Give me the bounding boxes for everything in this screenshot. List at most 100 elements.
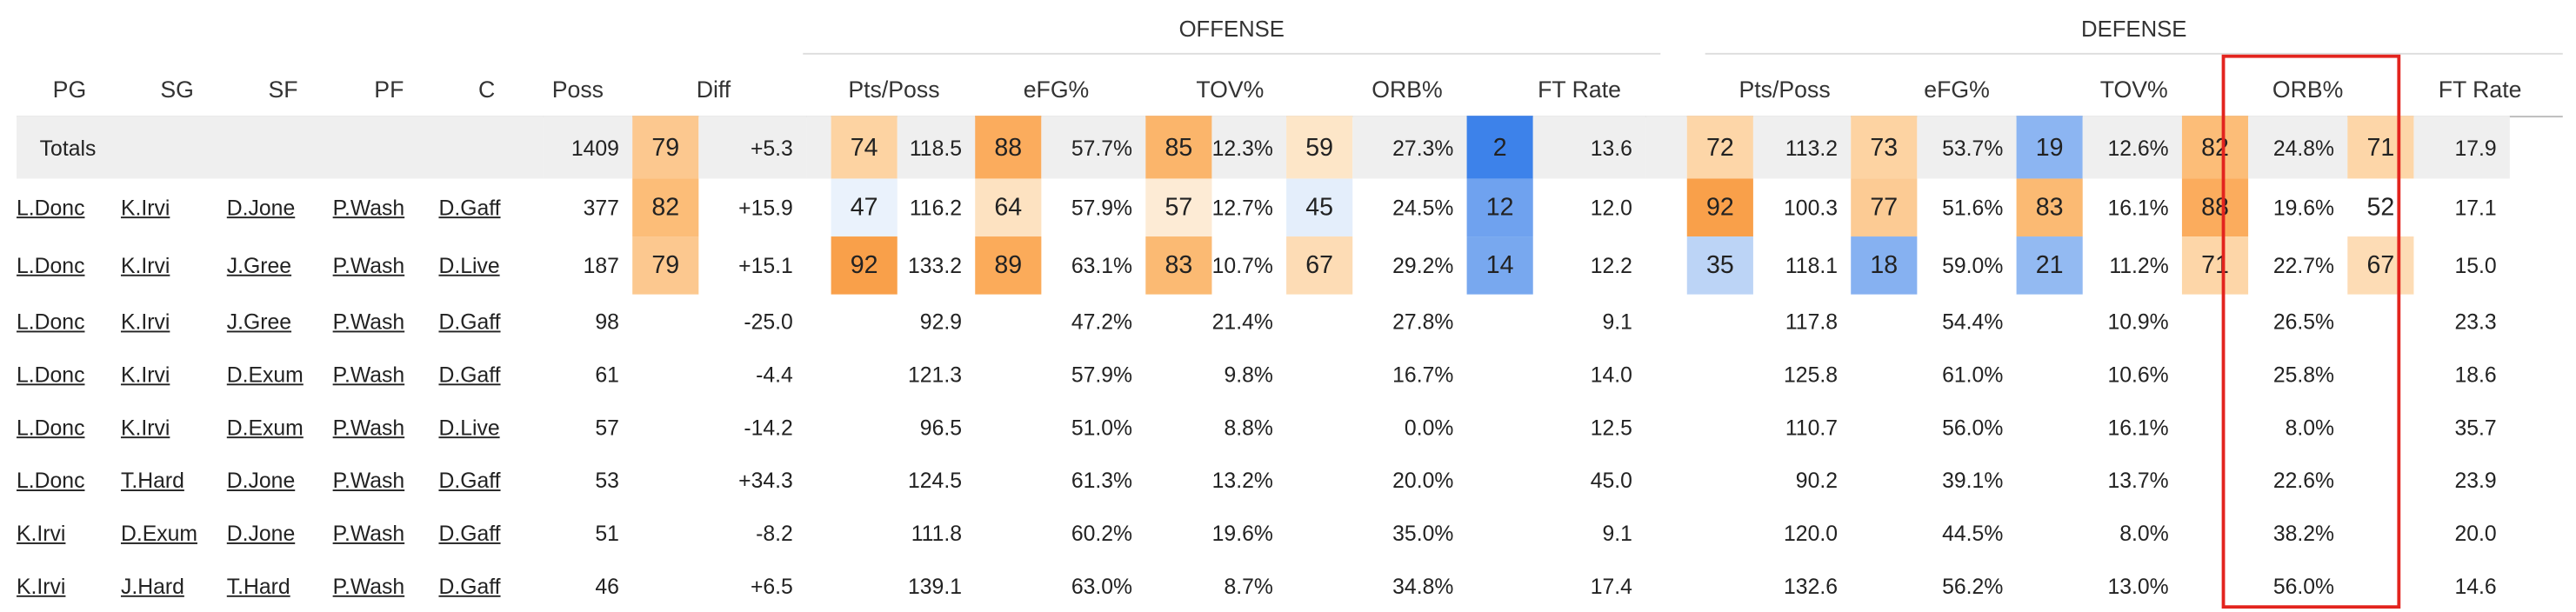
def-tov-percentile: 19	[2016, 116, 2083, 179]
player-pf-link[interactable]: P.Wash	[332, 573, 405, 598]
player-c-link[interactable]: D.Gaff	[438, 520, 501, 545]
player-pf-link[interactable]: P.Wash	[332, 520, 405, 545]
player-pg-link[interactable]: L.Donc	[17, 308, 85, 334]
def-pts-poss-value: 117.8	[1785, 308, 1838, 334]
off-efg-value: 57.7%	[1041, 116, 1146, 179]
player-sf-link[interactable]: D.Exum	[226, 414, 304, 440]
off-ft-rate-value: 9.1	[1602, 520, 1632, 545]
player-c-link[interactable]: D.Live	[438, 414, 500, 440]
header-pg: PG	[52, 76, 87, 103]
player-pg-link[interactable]: K.Irvi	[17, 573, 66, 598]
player-pf-link[interactable]: P.Wash	[332, 308, 405, 334]
off-pts-poss-percentile	[831, 559, 898, 612]
player-pf-link[interactable]: P.Wash	[332, 253, 405, 278]
diff-percentile	[632, 400, 698, 453]
player-sf-link[interactable]: D.Jone	[226, 195, 296, 221]
header-poss: Poss	[551, 76, 604, 103]
player-pf-link[interactable]: P.Wash	[332, 467, 405, 492]
off-ft-rate-percentile	[1467, 400, 1533, 453]
def-pts-poss-percentile: 72	[1686, 116, 1753, 179]
off-tov-value: 21.4%	[1211, 308, 1273, 334]
off-efg-percentile	[975, 348, 1041, 401]
off-efg-percentile: 89	[975, 236, 1042, 295]
diff-percentile: 79	[632, 116, 699, 179]
player-sf-link[interactable]: J.Gree	[226, 308, 292, 334]
off-orb-value: 20.0%	[1392, 467, 1454, 492]
off-tov-percentile	[1145, 400, 1211, 453]
def-ft-rate-value: 23.9	[2454, 467, 2497, 492]
def-pts-poss-value: 110.7	[1785, 414, 1838, 440]
player-sg-link[interactable]: T.Hard	[120, 467, 184, 492]
player-pg-link[interactable]: L.Donc	[17, 195, 85, 221]
player-c-link[interactable]: D.Live	[438, 253, 500, 278]
column-gap	[1645, 178, 1687, 236]
lineup-row: L.Donc K.Irvi D.Exum P.Wash D.Gaff 61 -4.4 121.…	[17, 348, 2510, 401]
def-ft-rate-value: 17.1	[2454, 195, 2497, 221]
off-orb-value: 0.0%	[1404, 414, 1454, 440]
off-tov-percentile	[1145, 559, 1211, 612]
off-pts-poss-percentile	[831, 453, 898, 506]
header-def-ft-rate: FT Rate	[2438, 76, 2522, 103]
player-sg-link[interactable]: K.Irvi	[120, 253, 170, 278]
def-tov-percentile: 21	[2016, 236, 2083, 295]
player-sf-link[interactable]: T.Hard	[226, 573, 290, 598]
off-ft-rate-value: 12.2	[1590, 253, 1632, 278]
column-gap	[1645, 295, 1687, 348]
def-efg-value: 54.4%	[1942, 308, 2004, 334]
off-tov-percentile	[1145, 348, 1211, 401]
player-sf-link[interactable]: J.Gree	[226, 253, 292, 278]
player-sg-cell: K.Irvi	[121, 295, 227, 348]
player-sg-link[interactable]: K.Irvi	[120, 195, 170, 221]
def-tov-value: 11.2%	[2109, 253, 2169, 278]
def-efg-percentile	[1851, 295, 1917, 348]
player-c-link[interactable]: D.Gaff	[438, 573, 501, 598]
off-tov-value: 8.8%	[1224, 414, 1273, 440]
player-sf-cell: J.Gree	[227, 295, 333, 348]
column-gap	[806, 116, 831, 179]
def-ft-rate-percentile: 52	[2347, 178, 2414, 237]
player-pg-cell: L.Donc	[17, 236, 121, 295]
player-pg-link[interactable]: K.Irvi	[17, 520, 66, 545]
off-ft-rate-percentile	[1467, 348, 1533, 401]
player-c-link[interactable]: D.Gaff	[438, 308, 501, 334]
player-c-link[interactable]: D.Gaff	[438, 467, 501, 492]
column-gap	[1645, 506, 1687, 559]
column-gap	[806, 400, 831, 453]
off-pts-poss-percentile: 74	[831, 116, 898, 179]
off-efg-value: 63.1%	[1071, 253, 1133, 278]
player-sg-link[interactable]: K.Irvi	[120, 308, 170, 334]
off-orb-percentile: 59	[1286, 116, 1353, 179]
player-sg-link[interactable]: D.Exum	[120, 520, 197, 545]
player-pg-link[interactable]: L.Donc	[17, 414, 85, 440]
player-pg-link[interactable]: L.Donc	[17, 361, 85, 387]
column-gap	[1645, 116, 1687, 179]
player-sf-link[interactable]: D.Jone	[226, 520, 296, 545]
player-pg-cell: L.Donc	[17, 348, 121, 401]
off-pts-poss-percentile	[831, 295, 898, 348]
diff-value: +6.5	[750, 573, 793, 598]
def-efg-value: 53.7%	[1917, 116, 2017, 179]
off-tov-value: 12.7%	[1211, 195, 1273, 221]
player-pf-link[interactable]: P.Wash	[332, 195, 405, 221]
off-orb-percentile	[1286, 453, 1352, 506]
player-sg-link[interactable]: K.Irvi	[120, 414, 170, 440]
diff-value: +34.3	[738, 467, 793, 492]
player-sg-link[interactable]: K.Irvi	[120, 361, 170, 387]
player-pg-link[interactable]: L.Donc	[17, 253, 85, 278]
off-efg-value: 57.9%	[1071, 361, 1133, 387]
player-sf-link[interactable]: D.Exum	[226, 361, 304, 387]
player-c-link[interactable]: D.Gaff	[438, 361, 501, 387]
player-sf-link[interactable]: D.Jone	[226, 467, 296, 492]
off-ft-rate-percentile: 2	[1466, 116, 1533, 179]
def-pts-poss-value: 100.3	[1784, 195, 1838, 221]
off-pts-poss-value: 121.3	[908, 361, 962, 387]
player-pg-link[interactable]: L.Donc	[17, 467, 85, 492]
off-ft-rate-percentile: 14	[1466, 236, 1533, 295]
player-c-link[interactable]: D.Gaff	[438, 195, 501, 221]
player-sg-link[interactable]: J.Hard	[120, 573, 184, 598]
def-tov-percentile	[2017, 559, 2083, 612]
player-pf-link[interactable]: P.Wash	[332, 361, 405, 387]
off-ft-rate-value: 13.6	[1532, 116, 1646, 179]
off-pts-poss-value: 133.2	[908, 253, 962, 278]
player-pf-link[interactable]: P.Wash	[332, 414, 405, 440]
